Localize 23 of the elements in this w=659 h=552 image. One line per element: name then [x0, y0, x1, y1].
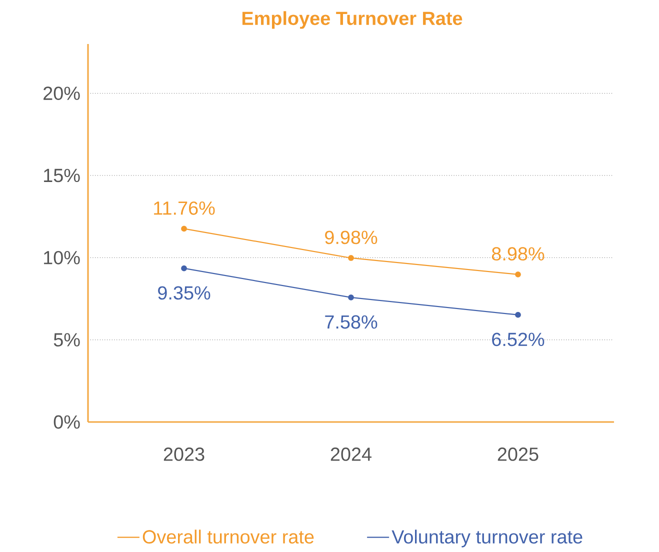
x-tick-label: 2025 [498, 448, 538, 461]
point [515, 271, 521, 278]
point [348, 294, 354, 300]
y-tick-label: 10% [44, 250, 80, 264]
point [515, 312, 521, 318]
y-tick-label: 0% [54, 415, 80, 429]
y-tick-label: 5% [54, 333, 80, 346]
point [181, 265, 187, 272]
legend-label: Overall turnover rate [142, 530, 314, 544]
data-label: 8.98% [492, 247, 544, 261]
legend-label: Voluntary turnover rate [392, 530, 582, 548]
data-label: 7.58% [325, 315, 378, 329]
data-label: 9.98% [325, 230, 378, 244]
data-label: 11.76% [154, 201, 215, 215]
y-tick-label: 20% [44, 86, 80, 100]
point [348, 255, 354, 261]
y-tick-label: 15% [44, 168, 80, 182]
x-tick-label: 2023 [164, 448, 204, 461]
x-tick-label: 2024 [330, 448, 372, 461]
point [181, 226, 187, 232]
data-label: 6.52% [492, 332, 544, 346]
chart-title: Employee Turnover Rate [242, 11, 462, 29]
data-label: 9.35% [158, 286, 210, 300]
